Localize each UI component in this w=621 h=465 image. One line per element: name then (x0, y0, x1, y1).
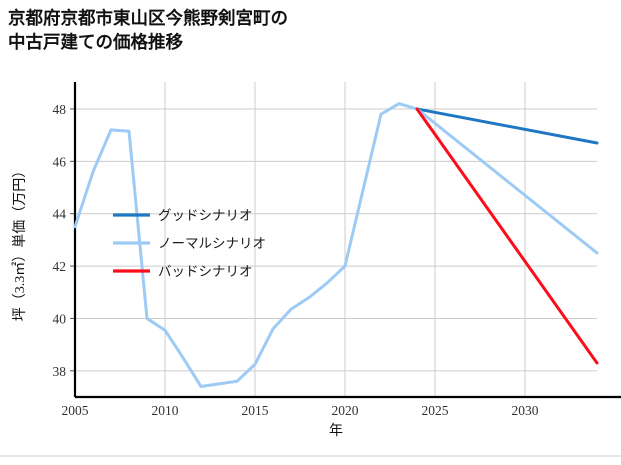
legend-label-0: グッドシナリオ (158, 208, 253, 223)
x-tick-label: 2010 (152, 403, 179, 418)
legend-label-1: ノーマルシナリオ (158, 236, 266, 251)
y-axis-title: 坪（3.3㎡）単価（万円） (12, 164, 28, 322)
y-tick-label: 44 (53, 207, 67, 222)
x-tick-label: 2020 (332, 403, 359, 418)
x-tick-label: 2005 (62, 403, 89, 418)
y-tick-label: 38 (53, 364, 67, 379)
x-tick-label: 2030 (512, 403, 539, 418)
series-line-2 (415, 107, 599, 365)
page-title: 京都府京都市東山区今熊野剣宮町の 中古戸建ての価格推移 (8, 8, 288, 53)
y-tick-label: 40 (53, 311, 67, 326)
y-tick-label: 42 (53, 259, 67, 274)
y-tick-label: 46 (53, 154, 67, 169)
x-tick-label: 2015 (242, 403, 269, 418)
y-tick-label: 48 (53, 102, 67, 117)
axis-tick-labels: 38 40 42 44 46 48 2005 2010 2015 2020 2025 2030 年 坪（3… (12, 102, 539, 439)
data-series-group (73, 102, 599, 389)
x-tick-label: 2025 (422, 403, 449, 418)
legend-label-2: バッドシナリオ (158, 264, 253, 279)
x-axis-title: 年 (329, 423, 343, 439)
axis-lines (73, 82, 621, 399)
series-line-1 (73, 102, 599, 389)
series-line-0 (415, 107, 599, 145)
